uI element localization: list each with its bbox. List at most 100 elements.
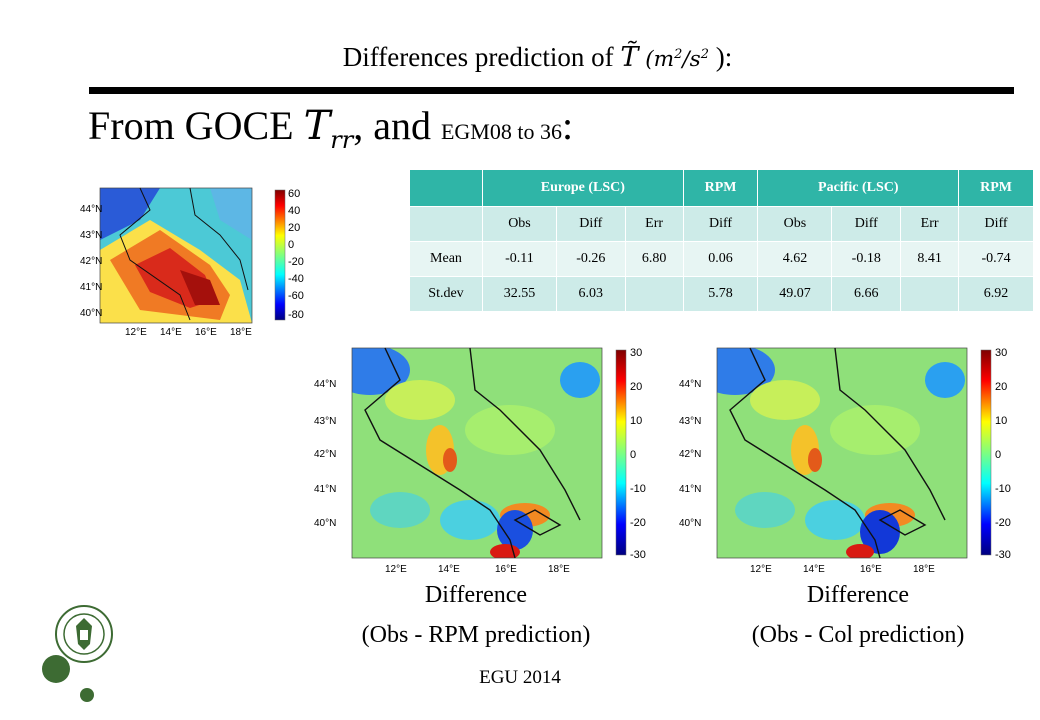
table-cell: 6.92	[958, 276, 1034, 312]
table-cell: 8.41	[900, 241, 960, 277]
colorbar-tick: 20	[288, 222, 300, 234]
table-cell: 6.03	[555, 276, 626, 312]
longitude-tick: 12°E	[385, 564, 407, 575]
table-cell: 32.55	[482, 276, 557, 312]
colorbar-tick: 60	[288, 188, 300, 200]
longitude-tick: 18°E	[913, 564, 935, 575]
longitude-tick: 18°E	[230, 327, 252, 338]
latitude-tick: 40°N	[314, 518, 336, 529]
colorbar-tick: 0	[288, 239, 294, 251]
table-cell	[624, 276, 684, 312]
slide-title: Differences prediction of T̃ (m2/s2 ):	[342, 42, 733, 73]
table-header-cell: RPM	[958, 169, 1034, 207]
longitude-tick: 12°E	[125, 327, 147, 338]
table-row: St.dev 32.55 6.03 5.78 49.07 6.66 6.92	[409, 276, 1034, 312]
colorbar-tick: -40	[288, 273, 304, 285]
latitude-tick: 41°N	[679, 484, 701, 495]
table-cell	[409, 206, 483, 242]
table-cell: -0.74	[958, 241, 1034, 277]
col-map-caption-line2: (Obs - Col prediction)	[751, 622, 965, 648]
longitude-tick: 16°E	[195, 327, 217, 338]
table-cell: Diff	[682, 206, 759, 242]
rpm-map-caption-line1: Difference	[424, 582, 528, 608]
table-cell: 0.06	[682, 241, 759, 277]
colorbar-tick: -30	[995, 549, 1011, 561]
table-cell: 5.78	[682, 276, 759, 312]
latitude-tick: 42°N	[80, 256, 102, 267]
colorbar-tick: 10	[630, 415, 642, 427]
colorbar-tick: 30	[995, 347, 1007, 359]
colorbar-tick: -20	[288, 256, 304, 268]
colorbar-tick: 30	[630, 347, 642, 359]
latitude-tick: 41°N	[314, 484, 336, 495]
latitude-tick: 42°N	[314, 449, 336, 460]
footer-text: EGU 2014	[479, 667, 561, 688]
colorbar-tick: -20	[630, 517, 646, 529]
colorbar-tick: -10	[630, 483, 646, 495]
table-cell: 6.80	[624, 241, 684, 277]
statistics-table: Europe (LSC) RPM Pacific (LSC) RPM Obs D…	[409, 169, 1034, 312]
table-subheader-row: Obs Diff Err Diff Obs Diff Err Diff	[409, 206, 1034, 242]
longitude-tick: 12°E	[750, 564, 772, 575]
table-cell: 49.07	[757, 276, 833, 312]
decorative-dot-small	[80, 688, 94, 702]
colorbar-tick: 40	[288, 205, 300, 217]
observation-map: 60 40 20 0 -20 -40 -60 -80 44°N 43°N 42°…	[80, 187, 304, 338]
table-header-row: Europe (LSC) RPM Pacific (LSC) RPM	[409, 169, 1034, 207]
colorbar-tick: 20	[630, 381, 642, 393]
colorbar-tick: -60	[288, 290, 304, 302]
colorbar-tick: -30	[630, 549, 646, 561]
latitude-tick: 40°N	[679, 518, 701, 529]
colorbar-tick: 0	[995, 449, 1001, 461]
table-cell: 4.62	[757, 241, 833, 277]
colorbar-tick: -10	[995, 483, 1011, 495]
table-header-cell: Europe (LSC)	[482, 169, 684, 207]
longitude-tick: 14°E	[438, 564, 460, 575]
longitude-tick: 16°E	[495, 564, 517, 575]
table-cell: -0.18	[831, 241, 902, 277]
table-row: Mean -0.11 -0.26 6.80 0.06 4.62 -0.18 8.…	[409, 241, 1034, 277]
col-difference-map: 30 20 10 0 -10 -20 -30 44°N 43°N 42°N 41…	[679, 347, 1011, 575]
university-seal-icon	[55, 605, 113, 663]
table-cell: Mean	[409, 241, 483, 277]
latitude-tick: 43°N	[314, 416, 336, 427]
rpm-map-caption-line2: (Obs - RPM prediction)	[361, 622, 591, 648]
table-cell: Err	[624, 206, 684, 242]
latitude-tick: 40°N	[80, 308, 102, 319]
colorbar-tick: 0	[630, 449, 636, 461]
title-rule	[89, 87, 1014, 94]
latitude-tick: 42°N	[679, 449, 701, 460]
table-header-cell: RPM	[682, 169, 759, 207]
latitude-tick: 43°N	[80, 230, 102, 241]
longitude-tick: 18°E	[548, 564, 570, 575]
latitude-tick: 43°N	[679, 416, 701, 427]
table-cell: Err	[900, 206, 960, 242]
latitude-tick: 44°N	[679, 379, 701, 390]
table-cell: St.dev	[409, 276, 483, 312]
table-cell: Diff	[958, 206, 1034, 242]
table-cell: Diff	[831, 206, 902, 242]
longitude-tick: 14°E	[803, 564, 825, 575]
table-cell: Obs	[482, 206, 557, 242]
table-cell: -0.26	[555, 241, 626, 277]
table-header-cell: Pacific (LSC)	[757, 169, 960, 207]
decorative-dot-large	[42, 655, 70, 683]
table-cell: Obs	[757, 206, 833, 242]
colorbar-tick: -80	[288, 309, 304, 321]
table-cell	[900, 276, 960, 312]
latitude-tick: 44°N	[314, 379, 336, 390]
slide-heading: From GOCE Trr, and EGM08 to 36:	[88, 103, 574, 154]
longitude-tick: 14°E	[160, 327, 182, 338]
latitude-tick: 44°N	[80, 204, 102, 215]
colorbar-tick: 10	[995, 415, 1007, 427]
table-header-cell	[409, 169, 483, 207]
col-map-caption-line1: Difference	[806, 582, 910, 608]
table-cell: -0.11	[482, 241, 557, 277]
colorbar-tick: -20	[995, 517, 1011, 529]
table-cell: Diff	[555, 206, 626, 242]
latitude-tick: 41°N	[80, 282, 102, 293]
colorbar-tick: 20	[995, 381, 1007, 393]
rpm-difference-map: 30 20 10 0 -10 -20 -30 44°N 43°N 42°N 41…	[314, 347, 646, 575]
table-cell: 6.66	[831, 276, 902, 312]
longitude-tick: 16°E	[860, 564, 882, 575]
